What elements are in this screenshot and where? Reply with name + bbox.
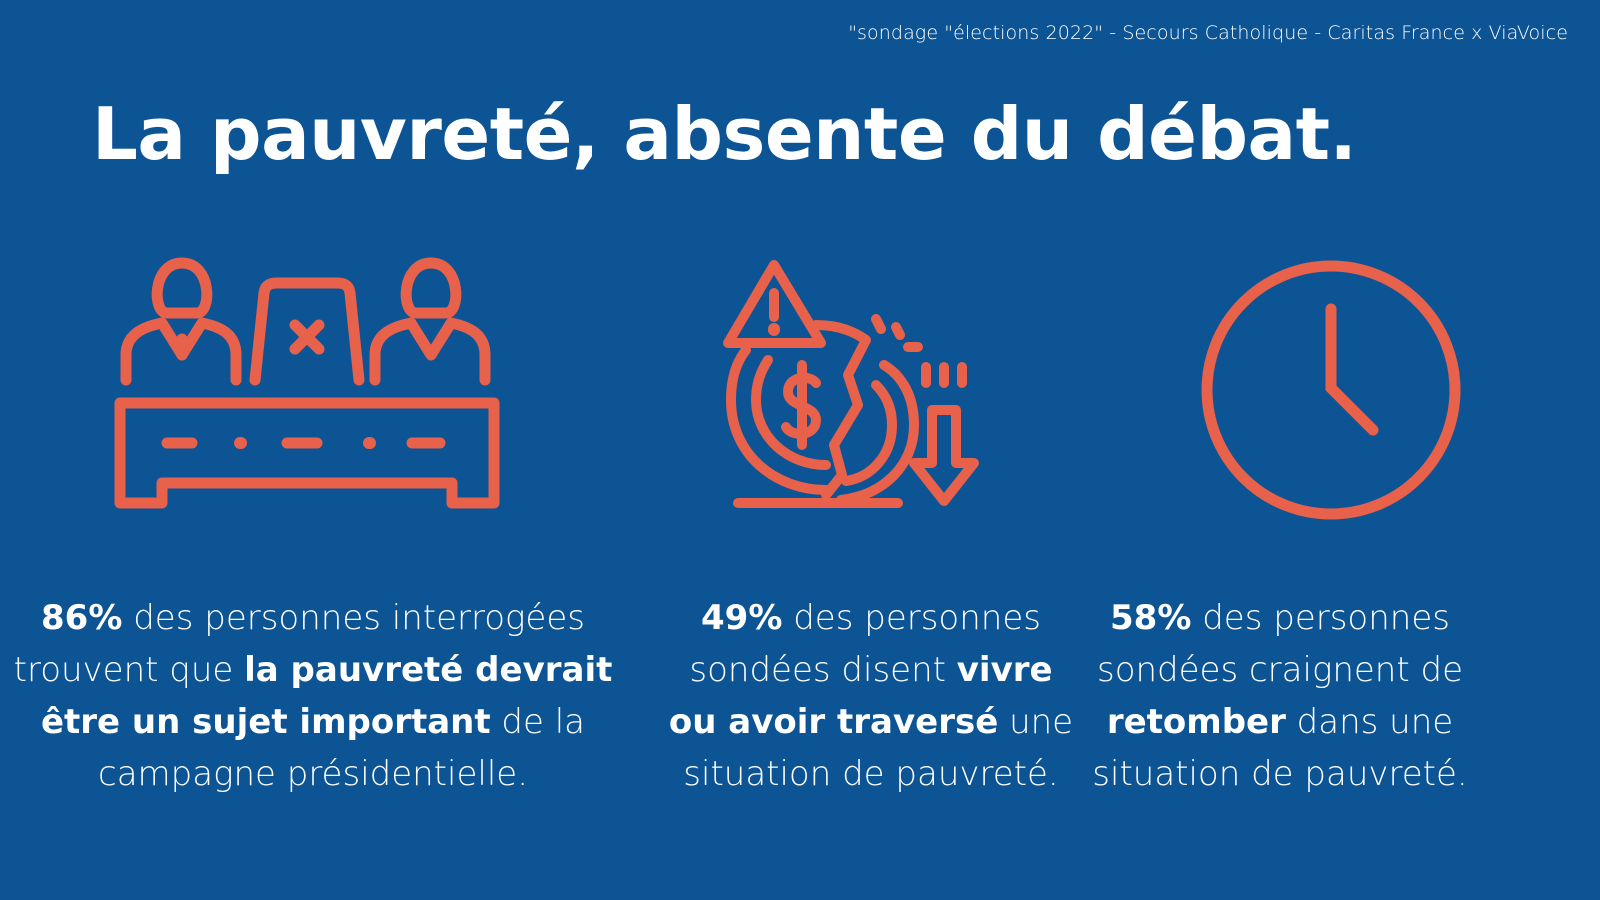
source-caption: "sondage "élections 2022" - Secours Cath… [848,22,1568,44]
stat-fear-poverty: 58% des personnes sondées craignent de r… [1092,598,1468,794]
clock-icon [1196,255,1466,525]
page-title: La pauvreté, absente du débat. [92,92,1357,176]
debate-panel-icon [112,255,502,525]
stat-lived-poverty: 49% des personnes sondées disent vivre o… [668,598,1074,794]
money-crisis-icon [716,255,986,525]
stat-poverty-topic: 86% des personnes interrogées trouvent q… [13,598,613,794]
